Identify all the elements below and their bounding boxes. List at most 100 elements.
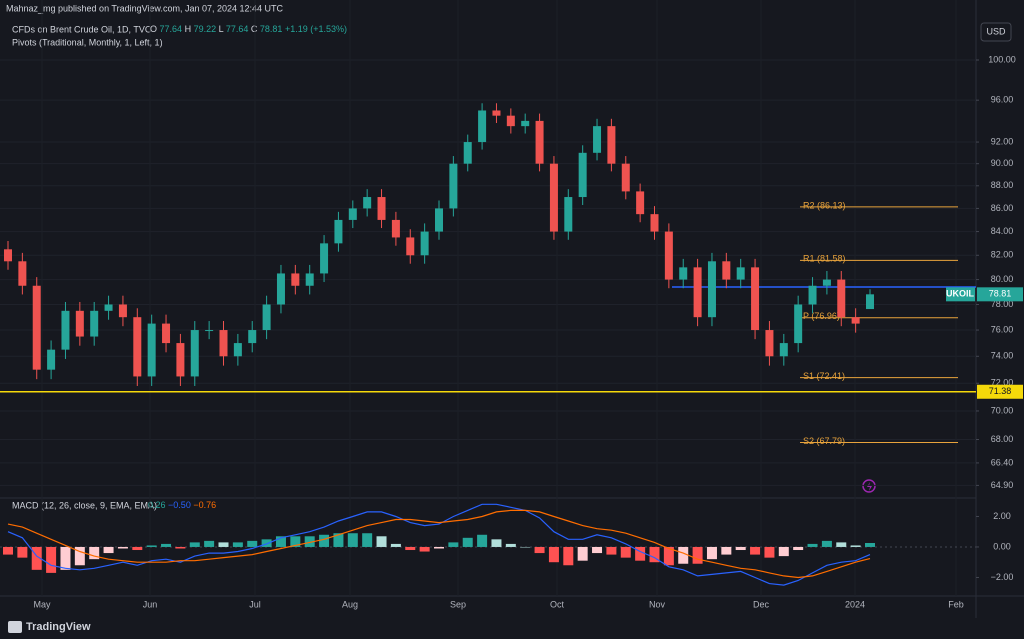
x-tick-label: Nov (649, 599, 666, 609)
macd-histogram-bar (462, 537, 473, 547)
currency-button[interactable] (980, 22, 1012, 42)
ohlc-value: 79.22 (194, 24, 217, 34)
candle-body (133, 317, 142, 377)
y-tick-label: 80.00 (991, 274, 1014, 284)
candle-body (4, 249, 12, 262)
y-tick-label: 92.00 (991, 136, 1014, 146)
candle-body (449, 163, 458, 209)
ohlc-legend: O 77.64 H 79.22 L 77.64 C 78.81 +1.19 (+… (150, 24, 347, 34)
y-tick-label: 74.00 (991, 351, 1014, 361)
candle-body (535, 120, 544, 164)
macd-histogram-bar (692, 546, 703, 564)
ohlc-key: L (219, 24, 224, 34)
macd-histogram-bar (807, 543, 818, 547)
macd-histogram-bar (563, 546, 574, 566)
macd-histogram-bar (721, 546, 732, 555)
macd-histogram-bar (3, 546, 13, 555)
candle-body (564, 197, 573, 232)
last-price-label: 78.81 (989, 289, 1012, 299)
publisher: Mahnaz_mg published on TradingView.com, … (6, 3, 284, 13)
event-icon[interactable] (862, 479, 876, 493)
macd-histogram-bar (275, 536, 286, 547)
signal-value: −0.76 (193, 500, 216, 510)
macd-histogram-bar (103, 546, 114, 554)
macd-histogram-bar (319, 534, 330, 547)
candle-body (391, 219, 400, 238)
y-tick-label: 72.00 (991, 378, 1014, 388)
candle-body (492, 110, 501, 116)
pivot-label: S1 (72.41) (803, 371, 845, 381)
currency-label[interactable]: USD (986, 26, 1006, 36)
candle-body (822, 279, 831, 286)
ohlc-key: C (251, 24, 258, 34)
macd-histogram-bar (850, 545, 861, 547)
macd-histogram-bar (592, 546, 603, 554)
candle-body (190, 330, 199, 377)
macd-histogram-bar (477, 534, 488, 547)
candle-body (334, 219, 343, 244)
pivot-label: S2 (67.79) (803, 436, 845, 446)
macd-histogram-bar (663, 546, 674, 566)
candle-body (664, 231, 673, 280)
symbol-legend: CFDs on Brent Crude Oil, 1D, TVC (12, 24, 152, 34)
macd-histogram-bar (434, 546, 444, 549)
macd-histogram-bar (821, 540, 832, 547)
macd-histogram-bar (362, 533, 373, 547)
macd-histogram-bar (548, 546, 559, 563)
macd-histogram-bar (448, 542, 459, 547)
candle-body (866, 294, 874, 310)
x-tick-label: Aug (342, 599, 358, 609)
macd-tick-label: −2.00 (991, 572, 1014, 582)
macd-histogram-bar (865, 543, 875, 547)
logo-mark (8, 621, 22, 633)
macd-histogram-bar (577, 546, 588, 561)
macd-histogram-bar (175, 546, 186, 549)
macd-histogram-bar (333, 533, 344, 547)
candle-body (162, 323, 171, 344)
candle-body (765, 330, 774, 357)
macd-value: −0.50 (168, 500, 191, 510)
price-badge-label: 71.38 (989, 386, 1012, 396)
candle-body (679, 267, 688, 280)
candle-body (837, 279, 846, 318)
macd-histogram-bar (146, 545, 157, 547)
y-tick-label: 76.00 (991, 324, 1014, 334)
y-tick-label: 82.00 (991, 250, 1014, 260)
candle-body (636, 191, 645, 215)
candle-body (90, 310, 99, 337)
last-price-badge (977, 287, 1023, 302)
candle-body (233, 343, 242, 357)
candle-body (205, 330, 214, 332)
candle-body (176, 343, 185, 377)
ohlc-legend: 0.26 −0.50 −0.76 (148, 500, 216, 510)
macd-histogram-bar (17, 546, 28, 558)
candle-body (521, 120, 530, 127)
candle-body (348, 208, 357, 220)
macd-histogram-bar (390, 543, 401, 547)
candle-body (262, 304, 271, 331)
ohlc-value: 77.64 (226, 24, 249, 34)
ohlc-value: 78.81 (260, 24, 283, 34)
x-tick-label: 2024 (845, 599, 865, 609)
macd-histogram-bar (606, 546, 617, 555)
pivot-label: R2 (86.13) (803, 200, 846, 210)
y-tick-label: 84.00 (991, 226, 1014, 236)
macd-tick-label: 0.00 (993, 541, 1011, 551)
macd-histogram-bar (89, 546, 100, 560)
macd-histogram-bar (132, 546, 143, 551)
candle-body (650, 214, 659, 232)
x-tick-label: Jul (249, 599, 261, 609)
macd-histogram-bar (678, 546, 689, 564)
candle-body (506, 115, 515, 127)
candle-body (851, 317, 860, 324)
candle-body (377, 197, 386, 220)
change: +1.19 (+1.53%) (285, 24, 347, 34)
candle-body (118, 304, 127, 318)
x-tick-label: Jun (143, 599, 158, 609)
macd-histogram-bar (620, 546, 631, 558)
candle-body (305, 273, 314, 286)
candle-body (607, 126, 616, 164)
macd-line (7, 503, 871, 586)
x-tick-label: Feb (948, 599, 964, 609)
